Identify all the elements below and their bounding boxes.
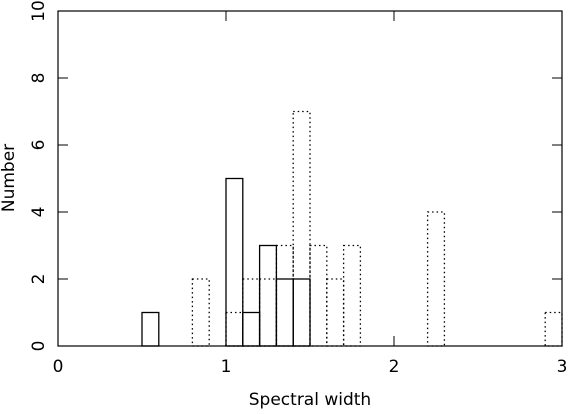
y-tick-label: 0 — [29, 341, 49, 352]
histogram-bar — [242, 278, 261, 347]
histogram-bar — [292, 110, 311, 347]
histogram-bar — [225, 177, 244, 347]
y-tick-label: 10 — [29, 0, 49, 22]
histogram-bar — [275, 244, 294, 347]
histogram-bar — [191, 278, 210, 347]
histogram-bar — [326, 278, 345, 347]
histogram-bar — [225, 311, 244, 347]
histogram-bar — [141, 311, 160, 347]
histogram-bar — [292, 278, 311, 347]
histogram-bar — [544, 311, 563, 347]
y-axis-label: Number — [0, 144, 19, 212]
x-tick-label: 1 — [221, 357, 232, 377]
histogram-bar — [342, 244, 362, 347]
y-tick-label: 4 — [29, 207, 49, 218]
histogram-bar — [258, 244, 278, 347]
x-tick-label: 3 — [557, 357, 568, 377]
histogram-bar — [275, 278, 294, 347]
x-tick-label: 0 — [53, 357, 64, 377]
y-tick-label: 6 — [29, 140, 49, 151]
x-tick-label: 2 — [389, 357, 400, 377]
y-tick-label: 2 — [29, 274, 49, 285]
histogram-bar — [258, 278, 278, 347]
histogram-bar — [426, 211, 446, 347]
histogram-bar — [242, 311, 261, 347]
x-axis-label: Spectral width — [249, 390, 371, 410]
y-tick-label: 8 — [29, 73, 49, 84]
histogram-bar — [309, 244, 328, 347]
